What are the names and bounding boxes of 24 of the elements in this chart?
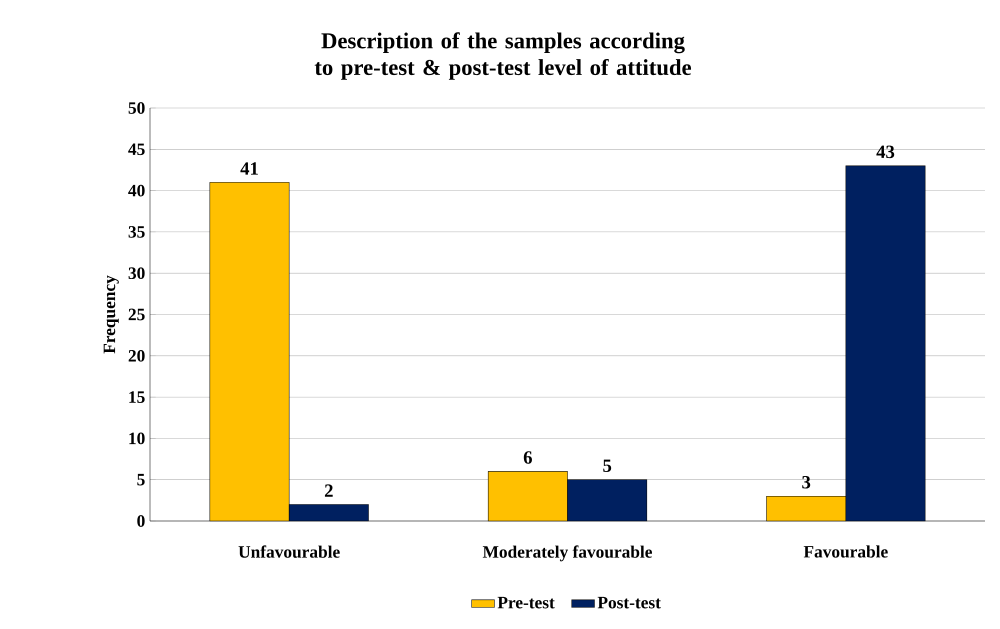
y-tick-label: 5: [137, 474, 145, 486]
y-tick-label: 30: [128, 267, 145, 280]
y-tick-label: 20: [128, 350, 145, 362]
y-tick-label: 35: [128, 226, 145, 238]
y-tick-label: 0: [137, 515, 145, 527]
y-tick-label: 45: [128, 144, 145, 156]
y-axis-title: Frequency: [104, 275, 119, 354]
data-label: 3: [802, 476, 810, 489]
data-label: 6: [524, 451, 532, 464]
y-tick-label: 15: [129, 391, 145, 403]
y-tick-label: 40: [128, 184, 145, 196]
x-tick-label: Moderately favourable: [482, 545, 652, 562]
data-label: 5: [603, 460, 612, 472]
data-label: 2: [324, 484, 333, 497]
chart-title: Description of the samples according to pre-test & post-test level of attitude: [314, 32, 692, 80]
y-tick-label: 25: [128, 308, 145, 320]
x-tick-label: Unfavourable: [238, 545, 340, 558]
data-label: 43: [876, 146, 894, 158]
x-tick-label: Favourable: [804, 545, 888, 558]
legend-label: Post-test: [598, 596, 661, 608]
legend-label: Pre-test: [498, 596, 555, 608]
y-tick-label: 10: [129, 432, 145, 444]
y-tick-label: 50: [128, 102, 145, 114]
data-label: 41: [240, 162, 258, 175]
